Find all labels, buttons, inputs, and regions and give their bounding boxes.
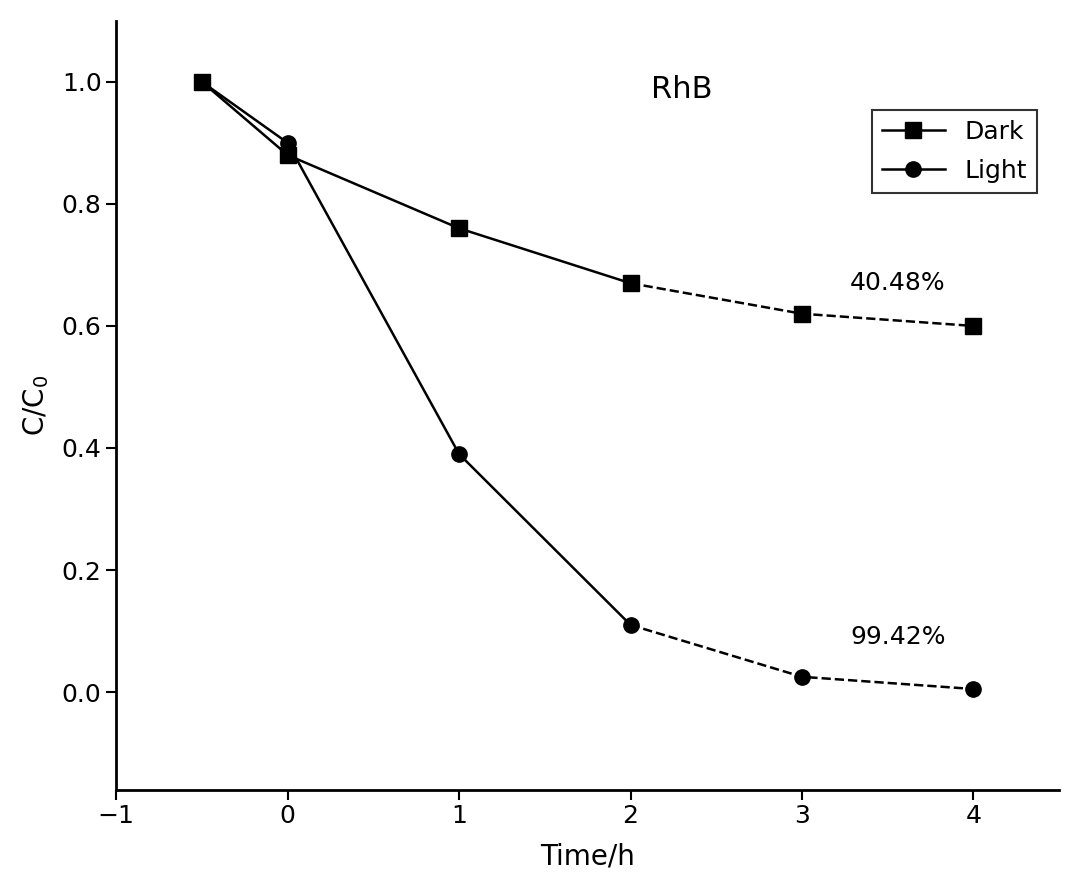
Text: RhB: RhB <box>651 75 713 103</box>
Text: 99.42%: 99.42% <box>850 625 945 650</box>
Y-axis label: C/C$_0$: C/C$_0$ <box>21 374 51 436</box>
X-axis label: Time/h: Time/h <box>540 842 635 871</box>
Legend: Dark, Light: Dark, Light <box>873 110 1037 193</box>
Text: 40.48%: 40.48% <box>850 271 946 295</box>
